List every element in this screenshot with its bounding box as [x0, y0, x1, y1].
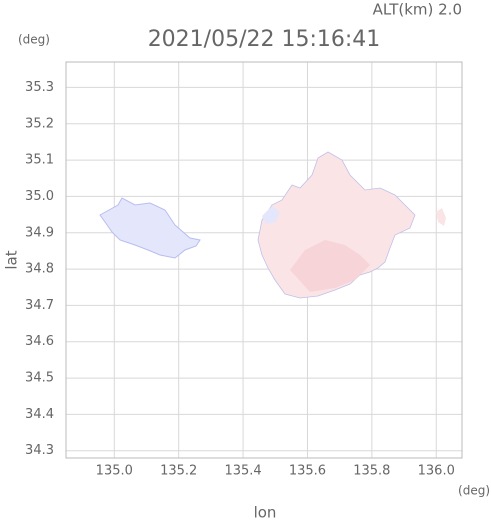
y-tick-label: 34.5 [25, 371, 54, 386]
y-tick-label: 34.6 [25, 334, 54, 349]
echo-areas [99, 151, 446, 299]
grid [66, 62, 462, 458]
y-tick-label: 35.2 [25, 116, 54, 131]
x-tick-label: 135.2 [160, 464, 197, 479]
altitude-label: ALT(km) 2.0 [373, 1, 462, 19]
y-axis-label: lat [3, 250, 21, 269]
negative-velocity-patch [262, 206, 280, 224]
y-tick-label: 34.7 [25, 298, 54, 313]
x-tick-label: 135.4 [224, 464, 261, 479]
x-axis-label: lon [254, 504, 277, 521]
x-tick-label: 135.0 [96, 464, 133, 479]
y-tick-label: 35.1 [25, 153, 54, 168]
x-unit: (deg) [458, 484, 490, 498]
y-unit: (deg) [18, 33, 50, 47]
x-tick-label: 135.6 [289, 464, 326, 479]
x-tick-label: 135.8 [353, 464, 390, 479]
positive-velocity-core [290, 240, 370, 292]
positive-velocity-patch [436, 208, 446, 226]
chart-title: 2021/05/22 15:16:41 [148, 27, 381, 52]
y-tick-label: 35.3 [25, 80, 54, 95]
y-tick-label: 34.8 [25, 262, 54, 277]
y-tick-label: 34.9 [25, 225, 54, 240]
y-tick-label: 34.3 [25, 443, 54, 458]
y-tick-label: 34.4 [25, 407, 54, 422]
x-tick-label: 136.0 [418, 464, 455, 479]
plot-frame [65, 61, 463, 459]
negative-velocity-area [99, 197, 201, 259]
y-tick-label: 35.0 [25, 189, 54, 204]
